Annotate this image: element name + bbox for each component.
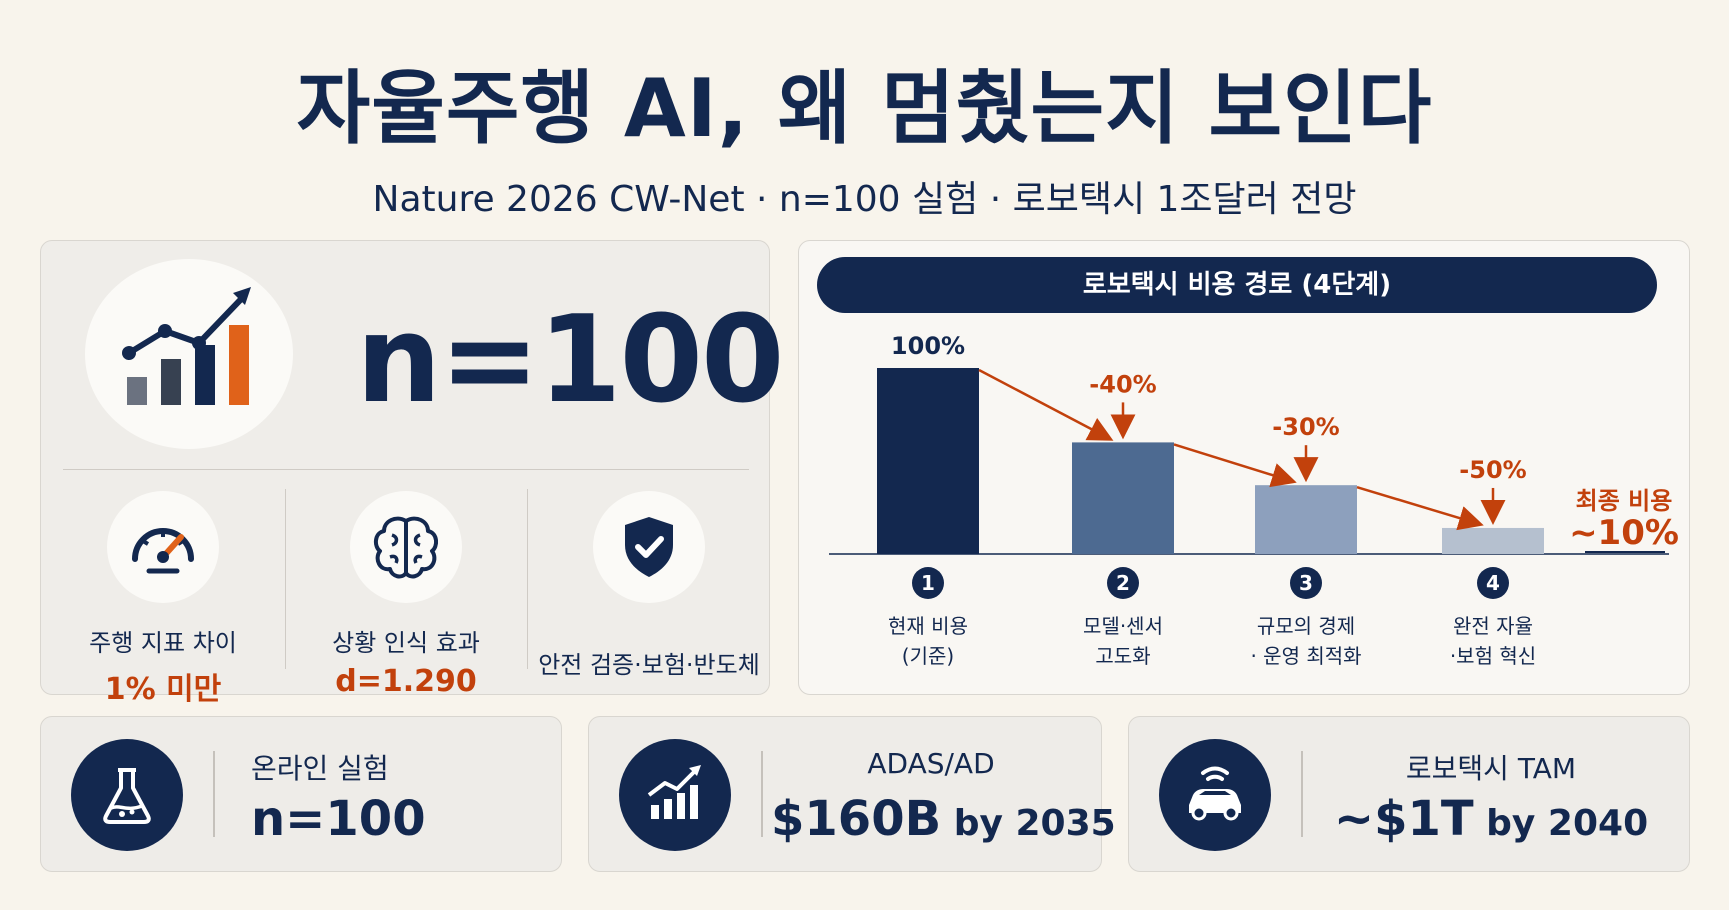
metric-situation-effect: 상황 인식 효과 d=1.290 [286, 491, 526, 699]
speedometer-icon-badge [107, 491, 219, 603]
category-label: 규모의 경제 [1257, 614, 1355, 638]
cost-chart-panel: 로보택시 비용 경로 (4단계) 100% 1 현재 비용 (기준) -40% 2 모델·센… [798, 240, 1690, 695]
metric-safety: 안전 검증·보험·반도체 [529, 491, 769, 680]
stat-card-adas: ADAS/AD $160B by 2035 [588, 716, 1116, 872]
divider [213, 751, 215, 837]
divider [527, 489, 528, 669]
step-number-badge [1290, 567, 1322, 599]
divider [761, 751, 763, 837]
growth-icon-badge [619, 739, 731, 851]
trend-arrow [1173, 443, 1297, 488]
chart-data-label: -50% [1459, 456, 1526, 484]
brain-icon-badge [350, 491, 462, 603]
speedometer-icon [132, 528, 194, 574]
chart-data-label: -40% [1089, 370, 1156, 398]
trend-arrow [978, 368, 1114, 441]
metric-driving-diff: 주행 지표 차이 1% 미만 [43, 491, 283, 708]
stat-card-robotaxi: 로보택시 TAM ~$1T by 2040 [1128, 716, 1690, 872]
page-title: 자율주행 AI, 왜 멈췄는지 보인다 [296, 62, 1433, 155]
category-label: · 운영 최적화 [1250, 644, 1361, 668]
metric-label: 안전 검증·보험·반도체 [538, 651, 760, 679]
growth-chart-icon [122, 287, 251, 405]
step-number-badge [912, 567, 944, 599]
car-icon-badge [1159, 739, 1271, 851]
stat-label: ADAS/AD [867, 747, 995, 780]
shield-check-icon [625, 517, 673, 577]
trend-arrow [1356, 485, 1484, 531]
step-number: 1 [921, 571, 935, 595]
summary-panel: n=100 주행 지표 차이 1% 미만 상황 인식 효과 [40, 240, 784, 707]
chart-bar [1442, 527, 1544, 554]
category-label: ·보험 혁신 [1450, 644, 1536, 668]
stat-value: ~$1T by 2040 [1333, 791, 1649, 847]
category-label: 완전 자율 [1453, 614, 1533, 638]
divider [63, 469, 749, 470]
divider [285, 489, 286, 669]
category-label: 현재 비용 [888, 614, 968, 638]
metric-label: 주행 지표 차이 [89, 629, 237, 657]
stat-label: 로보택시 TAM [1405, 752, 1577, 785]
hero-icon-badge [85, 259, 293, 449]
chart-bar [1072, 442, 1174, 554]
step-number-badge [1107, 567, 1139, 599]
hero-value: n=100 [356, 291, 784, 430]
step-number-badge [1477, 567, 1509, 599]
metric-label: 상황 인식 효과 [332, 629, 480, 657]
divider [1301, 751, 1303, 837]
stat-label: 온라인 실험 [251, 752, 389, 785]
stat-value: n=100 [251, 791, 426, 847]
connected-car-icon [1189, 766, 1241, 821]
step-number: 3 [1299, 571, 1313, 595]
growth-chart-icon [647, 765, 701, 819]
stat-card-experiment: 온라인 실험 n=100 [40, 716, 562, 872]
flask-icon-badge [71, 739, 183, 851]
page-subtitle: Nature 2026 CW-Net · n=100 실험 · 로보택시 1조달… [372, 179, 1357, 220]
step-number: 2 [1116, 571, 1130, 595]
brain-icon [373, 516, 439, 579]
final-cost-label: 최종 비용 [1575, 487, 1673, 515]
chart-data-label: 100% [891, 332, 965, 360]
step-number: 4 [1486, 571, 1500, 595]
final-cost-value: ~10% [1569, 513, 1679, 553]
chart-data-label: -30% [1272, 413, 1339, 441]
metric-value: 1% 미만 [104, 672, 222, 707]
category-label: 모델·센서 [1083, 614, 1163, 638]
chart-bar [1255, 485, 1357, 554]
category-label: 고도화 [1095, 644, 1150, 668]
stat-value: $160B by 2035 [771, 791, 1116, 847]
metric-value: d=1.290 [335, 664, 477, 699]
flask-icon [103, 768, 151, 824]
shield-icon-badge [593, 491, 705, 603]
chart-title: 로보택시 비용 경로 (4단계) [817, 257, 1657, 313]
category-label: (기준) [902, 644, 954, 668]
chart-bar [877, 368, 979, 554]
